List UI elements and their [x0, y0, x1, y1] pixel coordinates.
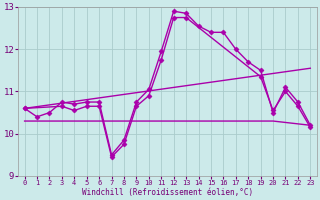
X-axis label: Windchill (Refroidissement éolien,°C): Windchill (Refroidissement éolien,°C)	[82, 188, 253, 197]
